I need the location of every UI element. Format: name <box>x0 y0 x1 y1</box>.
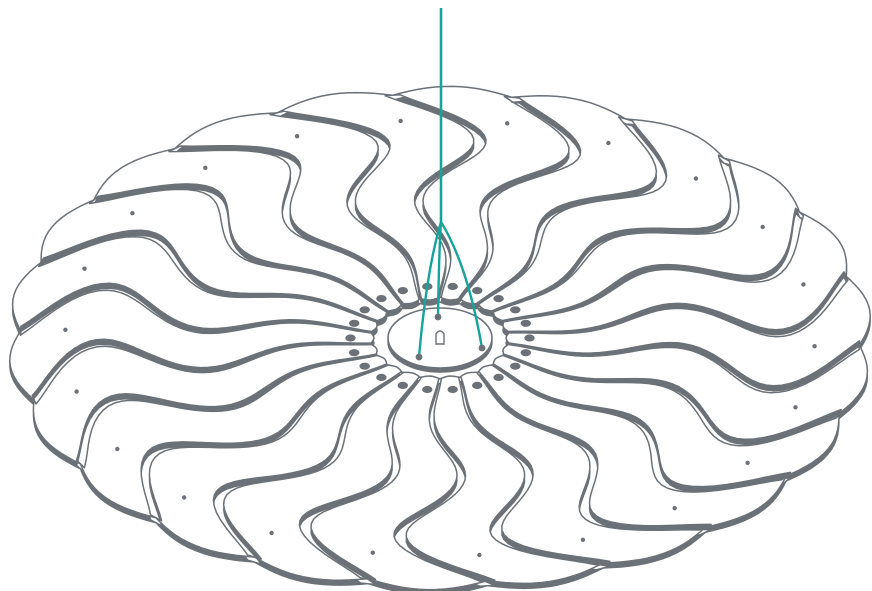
cable-anchor-icon <box>415 353 423 361</box>
petal-panel <box>477 118 732 317</box>
petal-panel <box>492 157 801 327</box>
petal-panel <box>405 375 604 590</box>
mounting-hole-icon <box>493 373 504 381</box>
mounting-hole-icon <box>447 282 458 291</box>
petal-ring <box>9 85 871 591</box>
mounting-hole-icon <box>203 165 208 170</box>
mounting-hole-icon <box>74 389 79 394</box>
mounting-hole-icon <box>359 306 370 314</box>
petal-panel <box>32 343 378 470</box>
mounting-hole-icon <box>115 446 120 452</box>
mounting-hole-icon <box>349 349 360 357</box>
mounting-hole-icon <box>359 362 370 370</box>
mounting-hole-icon <box>397 381 408 389</box>
petal-panel <box>391 85 570 306</box>
mounting-hole-icon <box>693 176 699 181</box>
suspension-cable <box>436 221 443 318</box>
petal-panel <box>222 371 421 586</box>
hub-plate <box>387 307 493 369</box>
mounting-hole-icon <box>294 134 300 139</box>
mounting-hole-icon <box>801 282 806 287</box>
mounting-hole-icon <box>520 319 531 327</box>
mounting-hole-icon <box>520 349 531 357</box>
suspension-cables <box>415 8 486 361</box>
petal-panel <box>310 375 489 591</box>
mounting-hole-icon <box>510 306 521 314</box>
suspension-cable <box>417 221 443 358</box>
petal-panel <box>492 354 840 493</box>
suspension-cable <box>439 221 484 349</box>
mounting-hole-icon <box>345 334 356 342</box>
mounting-hole-icon <box>422 385 433 394</box>
mounting-hole-icon <box>398 118 403 124</box>
petal-panel <box>9 289 375 406</box>
petal-panel <box>79 354 388 524</box>
mounting-hole-icon <box>63 327 68 332</box>
mounting-hole-icon <box>510 362 521 370</box>
mounting-hole-icon <box>472 381 483 389</box>
mounting-hole-icon <box>493 295 504 303</box>
mounting-hole-icon <box>82 266 87 271</box>
mounting-hole-icon <box>580 537 586 542</box>
mounting-hole-icon <box>672 506 677 511</box>
mounting-hole-icon <box>181 495 187 500</box>
mounting-hole-icon <box>376 373 387 381</box>
mounting-hole-icon <box>760 224 765 230</box>
mounting-hole-icon <box>130 211 135 216</box>
petal-panel <box>459 95 658 310</box>
mounting-hole-icon <box>477 552 482 558</box>
mounting-hole-icon <box>524 334 535 342</box>
petal-panel <box>148 364 403 563</box>
cable-anchor-icon <box>478 344 486 352</box>
mounting-hole-icon <box>370 550 375 555</box>
mounting-hole-icon <box>812 344 817 349</box>
mounting-hole-icon <box>269 530 274 536</box>
mounting-hole-icon <box>606 140 611 146</box>
mounting-hole-icon <box>793 405 798 410</box>
central-hub <box>387 307 493 373</box>
mounting-hole-icon <box>376 295 387 303</box>
cable-anchor-icon <box>434 313 442 321</box>
mounting-hole-icon <box>397 287 408 295</box>
mounting-hole-icon <box>447 385 458 394</box>
petal-panel <box>502 343 869 445</box>
mounting-hole-icon <box>505 121 510 126</box>
hub-connector-icon <box>435 330 445 345</box>
petal-panel <box>459 371 707 569</box>
mounting-hole-icon <box>472 287 483 295</box>
mounting-hole-icon <box>745 460 750 465</box>
mounting-hole-icon <box>349 319 360 327</box>
petal-panel <box>276 91 475 306</box>
